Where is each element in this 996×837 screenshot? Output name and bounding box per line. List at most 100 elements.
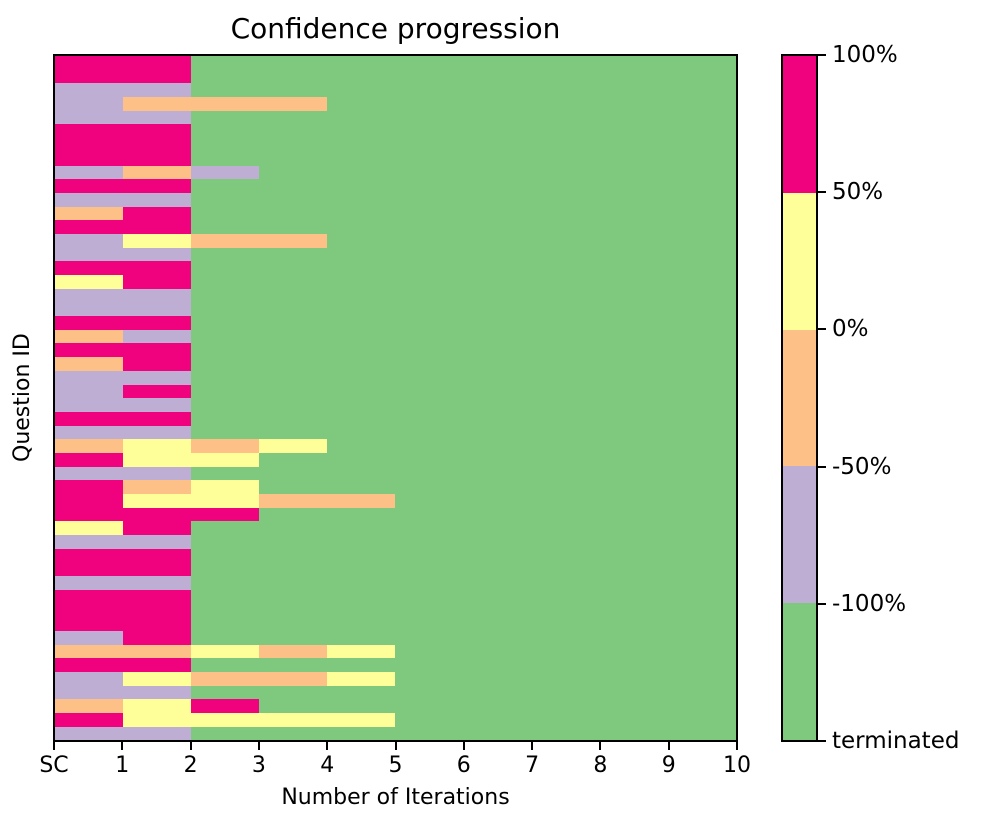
heatmap-cell [395, 713, 464, 727]
colorbar-ticks: 100% 50% 0% -50% -100% terminated [818, 42, 996, 754]
heatmap-cell [327, 452, 396, 467]
heatmap-cell [123, 658, 192, 672]
heatmap-cell [123, 69, 192, 84]
heatmap-cell [531, 548, 600, 563]
heatmap-cell [667, 302, 736, 317]
heatmap-cell [327, 288, 396, 303]
heatmap-cell [463, 316, 532, 330]
x-tick-label: 3 [251, 753, 266, 778]
heatmap-cell [599, 343, 668, 358]
heatmap-row [55, 480, 736, 494]
heatmap-cell [191, 452, 260, 467]
heatmap-cell [531, 535, 600, 549]
heatmap-cell [395, 603, 464, 618]
heatmap-cell [599, 302, 668, 317]
heatmap-row [55, 425, 736, 440]
heatmap-cell [667, 589, 736, 604]
heatmap-cell [395, 617, 464, 631]
heatmap-cell [667, 425, 736, 440]
heatmap-cell [667, 562, 736, 577]
heatmap-cell [463, 110, 532, 125]
heatmap-cell [531, 644, 600, 659]
heatmap-cell [191, 576, 260, 590]
heatmap-cell [463, 466, 532, 481]
heatmap-cell [599, 192, 668, 207]
heatmap-cell [667, 275, 736, 289]
heatmap-cell [259, 384, 328, 399]
heatmap-cell [327, 384, 396, 399]
heatmap-cell [327, 644, 396, 659]
heatmap-cell [531, 206, 600, 221]
heatmap-cell [327, 658, 396, 672]
x-tick-mark [53, 742, 55, 750]
heatmap-cell [123, 220, 192, 234]
heatmap-cell [327, 713, 396, 727]
heatmap-cell [259, 562, 328, 577]
heatmap-cell [55, 220, 124, 234]
x-tick-label: 9 [661, 753, 676, 778]
heatmap-cell [327, 302, 396, 317]
heatmap-cell [327, 535, 396, 549]
heatmap-cell [463, 233, 532, 248]
heatmap-cell [463, 685, 532, 700]
heatmap-cell [123, 671, 192, 686]
heatmap-cell [531, 466, 600, 481]
heatmap-row [55, 699, 736, 713]
heatmap-cell [191, 603, 260, 618]
heatmap-row [55, 220, 736, 234]
heatmap-cell [55, 124, 124, 139]
heatmap-cell [463, 138, 532, 152]
heatmap-cell [667, 603, 736, 618]
heatmap-cell [599, 384, 668, 399]
heatmap-cell [123, 548, 192, 563]
heatmap-cell [531, 247, 600, 262]
heatmap-cell [667, 83, 736, 98]
heatmap-cell [667, 507, 736, 522]
heatmap-cell [123, 384, 192, 399]
heatmap-cell [463, 261, 532, 275]
heatmap-cell [55, 179, 124, 193]
heatmap-cell [395, 452, 464, 467]
heatmap-cell [55, 302, 124, 317]
heatmap-cell [259, 357, 328, 371]
heatmap-cell [463, 507, 532, 522]
x-tick-mark [189, 742, 192, 750]
heatmap-cell [395, 384, 464, 399]
heatmap-cell [123, 521, 192, 536]
heatmap-cell [667, 713, 736, 727]
heatmap-cell [327, 630, 396, 645]
heatmap-cell [395, 357, 464, 371]
heatmap-cell [599, 357, 668, 371]
heatmap-row [55, 658, 736, 672]
heatmap-cell [395, 507, 464, 522]
heatmap-cell [55, 603, 124, 618]
x-tick-mark [531, 742, 534, 750]
heatmap-cell [667, 165, 736, 180]
heatmap-cell [191, 124, 260, 139]
heatmap-row [55, 671, 736, 686]
heatmap-cell [395, 329, 464, 344]
heatmap-cell [327, 247, 396, 262]
heatmap-cell [191, 302, 260, 317]
heatmap-cell [123, 247, 192, 262]
heatmap-cell [55, 452, 124, 467]
heatmap-cell [667, 548, 736, 563]
heatmap-cell [531, 507, 600, 522]
heatmap-cell [463, 302, 532, 317]
heatmap-cell [599, 69, 668, 84]
heatmap-cell [259, 466, 328, 481]
heatmap-cell [463, 151, 532, 166]
colorbar-tick-mark [818, 328, 826, 331]
heatmap-cell [123, 329, 192, 344]
heatmap-cell [55, 685, 124, 700]
heatmap-row [55, 617, 736, 631]
heatmap-cell [599, 658, 668, 672]
heatmap-cell [259, 329, 328, 344]
heatmap-cell [667, 206, 736, 221]
heatmap-cell [191, 384, 260, 399]
heatmap-cell [327, 726, 396, 741]
heatmap-cell [191, 247, 260, 262]
heatmap-row [55, 316, 736, 330]
heatmap-cell [599, 521, 668, 536]
heatmap-cell [531, 699, 600, 713]
